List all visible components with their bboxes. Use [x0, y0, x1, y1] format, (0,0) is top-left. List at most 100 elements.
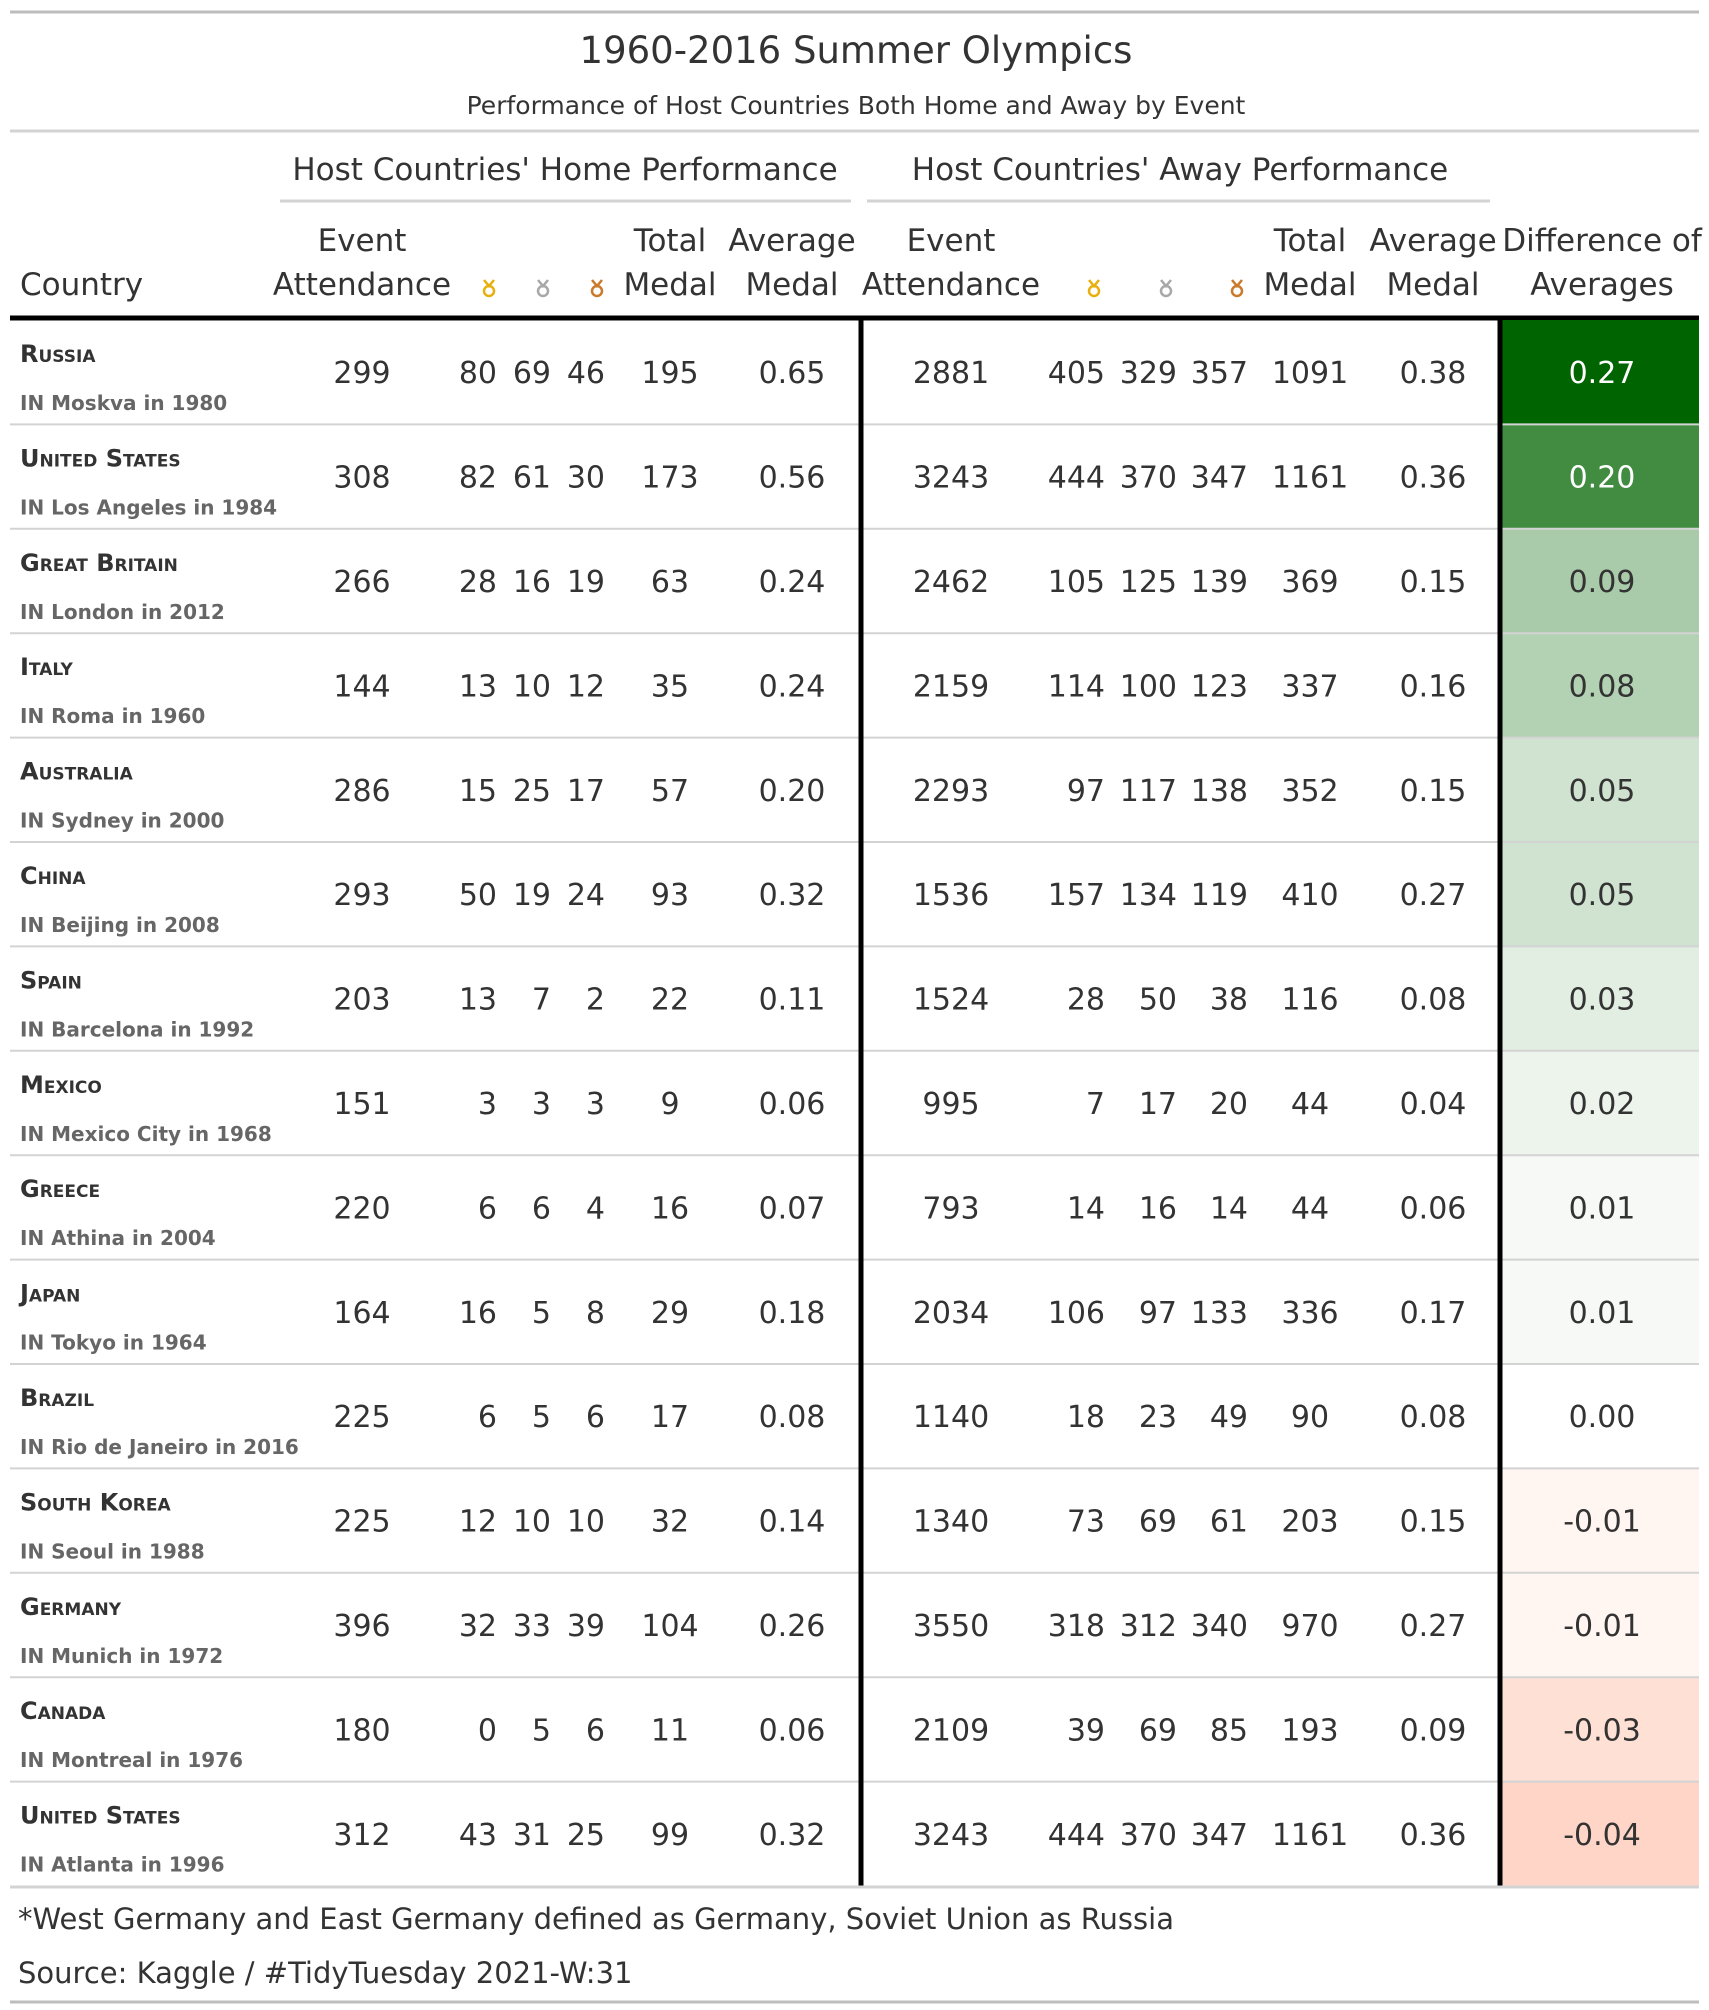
home-cell: 3	[586, 1087, 605, 1122]
col-away-avg-2: Medal	[1386, 267, 1479, 303]
col-away-event-2: Attendance	[862, 267, 1040, 303]
diff-cell: -0.01	[1563, 1609, 1641, 1644]
home-cell: 0.56	[759, 461, 826, 496]
host-city: IN Montreal in 1976	[20, 1748, 243, 1772]
away-cell: 38	[1210, 983, 1248, 1018]
home-cell: 5	[532, 1713, 551, 1748]
diff-cell: 0.03	[1569, 983, 1636, 1018]
away-cell: 312	[1120, 1609, 1177, 1644]
table-row: Japan IN Tokyo in 1964 164 16 5 8 29 0.18 2034 10…	[10, 1258, 1699, 1364]
country-name: Canada	[20, 1697, 106, 1725]
home-cell: 32	[651, 1505, 689, 1540]
home-cell: 22	[651, 983, 689, 1018]
host-city: IN Seoul in 1988	[20, 1539, 205, 1563]
away-cell: 0.15	[1400, 565, 1467, 600]
home-cell: 69	[513, 356, 551, 391]
home-cell: 3	[532, 1087, 551, 1122]
diff-cell-bg	[1502, 1364, 1699, 1469]
away-cell: 0.27	[1400, 1609, 1467, 1644]
home-cell: 17	[567, 774, 605, 809]
home-cell: 29	[651, 1296, 689, 1331]
home-cell: 0.18	[759, 1296, 826, 1331]
away-cell: 337	[1281, 669, 1338, 704]
table-title: 1960-2016 Summer Olympics	[580, 29, 1133, 72]
host-city: IN Sydney in 2000	[20, 809, 224, 833]
diff-cell: -0.01	[1563, 1505, 1641, 1540]
home-cell: 203	[333, 983, 390, 1018]
host-city: IN Barcelona in 1992	[20, 1017, 254, 1041]
away-cell: 0.16	[1400, 669, 1467, 704]
diff-cell-bg	[1502, 1781, 1699, 1886]
away-cell: 90	[1291, 1400, 1329, 1435]
away-cell: 105	[1048, 565, 1105, 600]
away-cell: 970	[1281, 1609, 1338, 1644]
away-cell: 97	[1139, 1296, 1177, 1331]
col-home-total-1: Total	[633, 223, 706, 259]
away-cell: 2293	[913, 774, 989, 809]
away-cell: 18	[1067, 1400, 1105, 1435]
home-cell: 293	[333, 878, 390, 913]
away-cell: 2159	[913, 669, 989, 704]
home-cell: 25	[567, 1818, 605, 1853]
home-cell: 312	[333, 1818, 390, 1853]
away-cell: 100	[1120, 669, 1177, 704]
home-cell: 43	[459, 1818, 497, 1853]
away-cell: 73	[1067, 1505, 1105, 1540]
diff-cell-bg	[1502, 1259, 1699, 1364]
away-cell: 193	[1281, 1713, 1338, 1748]
home-cell: 6	[586, 1713, 605, 1748]
away-cell: 157	[1048, 878, 1105, 913]
home-cell: 0.24	[759, 669, 826, 704]
away-cell: 50	[1139, 983, 1177, 1018]
home-cell: 80	[459, 356, 497, 391]
home-cell: 19	[567, 565, 605, 600]
home-cell: 31	[513, 1818, 551, 1853]
country-name: Spain	[20, 966, 82, 994]
away-cell: 1340	[913, 1505, 989, 1540]
away-cell: 133	[1191, 1296, 1248, 1331]
home-cell: 16	[651, 1191, 689, 1226]
bronze-medal-icon-home	[590, 279, 604, 298]
home-cell: 0.08	[759, 1400, 826, 1435]
home-cell: 17	[651, 1400, 689, 1435]
away-cell: 7	[1086, 1087, 1105, 1122]
away-cell: 1091	[1272, 356, 1348, 391]
home-cell: 0.32	[759, 878, 826, 913]
diff-cell: 0.00	[1569, 1400, 1636, 1435]
away-cell: 0.06	[1400, 1191, 1467, 1226]
diff-cell: -0.03	[1563, 1713, 1641, 1748]
table-row: Australia IN Sydney in 2000 286 15 25 17 57 0.2…	[10, 736, 1699, 842]
gold-medal-icon-away	[1087, 279, 1101, 298]
silver-medal-icon-away	[1159, 279, 1173, 298]
host-city: IN Rio de Janeiro in 2016	[20, 1435, 299, 1459]
away-cell: 1161	[1272, 461, 1348, 496]
away-cell: 357	[1191, 356, 1248, 391]
away-cell: 444	[1048, 1818, 1105, 1853]
col-home-event-2: Attendance	[273, 267, 451, 303]
away-cell: 0.38	[1400, 356, 1467, 391]
country-name: Great Britain	[20, 549, 178, 577]
diff-cell: 0.09	[1569, 565, 1636, 600]
country-name: Italy	[20, 653, 74, 681]
bronze-medal-icon-away	[1230, 279, 1244, 298]
away-cell: 336	[1281, 1296, 1338, 1331]
table-row: Great Britain IN London in 2012 266 28 16 19 6…	[10, 527, 1699, 634]
home-cell: 4	[586, 1191, 605, 1226]
host-city: IN Beijing in 2008	[20, 913, 220, 937]
away-cell: 2109	[913, 1713, 989, 1748]
away-cell: 134	[1120, 878, 1177, 913]
away-cell: 69	[1139, 1505, 1177, 1540]
home-cell: 10	[513, 669, 551, 704]
country-name: Japan	[18, 1280, 80, 1308]
home-cell: 11	[651, 1713, 689, 1748]
diff-cell-bg	[1502, 320, 1699, 425]
away-cell: 2034	[913, 1296, 989, 1331]
away-cell: 1161	[1272, 1818, 1348, 1853]
table-row: Russia IN Moskva in 1980 299 80 69 46 195 0.65 2…	[20, 320, 1699, 425]
home-cell: 63	[651, 565, 689, 600]
table-subtitle: Performance of Host Countries Both Home …	[467, 91, 1246, 120]
diff-cell: 0.02	[1569, 1087, 1636, 1122]
country-name: Greece	[20, 1175, 100, 1203]
